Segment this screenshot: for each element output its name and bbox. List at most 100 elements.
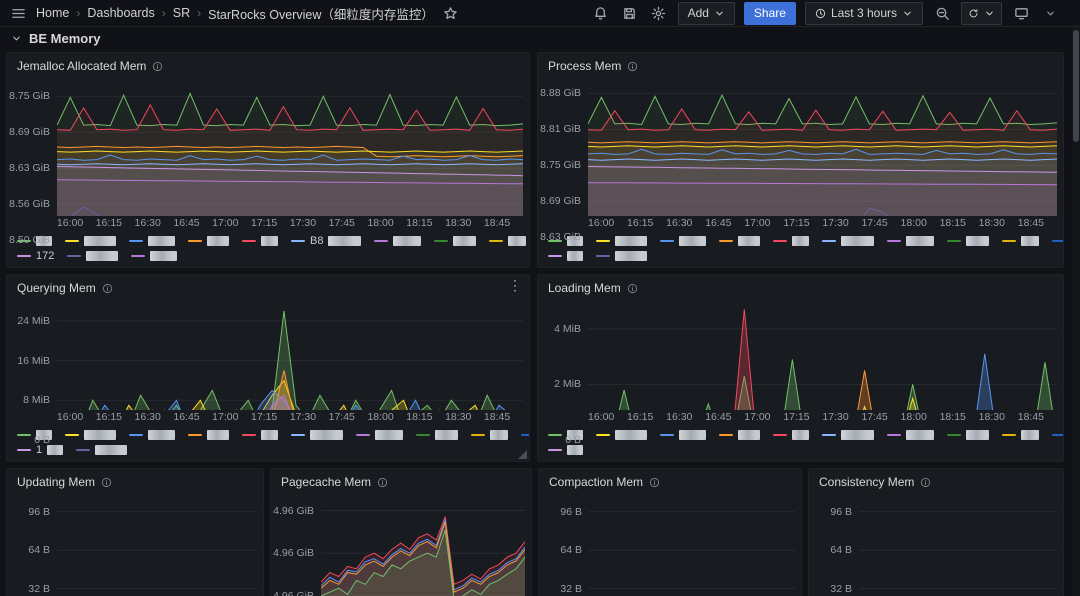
info-icon[interactable] xyxy=(377,477,388,488)
chart-plot[interactable] xyxy=(588,79,1057,216)
legend-item[interactable] xyxy=(17,235,52,246)
share-button[interactable]: Share xyxy=(743,1,796,25)
legend-item[interactable] xyxy=(773,235,809,246)
breadcrumb-dashboard-title[interactable]: StarRocks Overview（细粒度内存监控） xyxy=(208,7,434,22)
info-icon[interactable] xyxy=(152,61,163,72)
y-tick-label: 32 B xyxy=(830,582,852,595)
legend-item[interactable] xyxy=(947,235,989,246)
legend-item[interactable] xyxy=(596,250,647,261)
legend-item[interactable] xyxy=(242,235,278,246)
legend-item[interactable] xyxy=(719,235,760,246)
save-icon[interactable] xyxy=(620,3,640,23)
legend-item[interactable] xyxy=(242,429,278,440)
y-axis: 4 MiB 2 MiB 0 B xyxy=(538,301,588,446)
legend-item[interactable] xyxy=(822,235,874,246)
info-icon[interactable] xyxy=(101,477,112,488)
chart-plot[interactable] xyxy=(321,495,525,596)
refresh-button[interactable] xyxy=(961,1,1002,25)
info-icon[interactable] xyxy=(649,477,660,488)
row-be-memory[interactable]: BE Memory xyxy=(10,31,101,46)
legend-item[interactable] xyxy=(67,250,119,261)
chart-plot[interactable] xyxy=(588,301,1057,410)
legend-item[interactable] xyxy=(17,429,52,440)
legend-item[interactable] xyxy=(887,429,934,440)
info-icon[interactable] xyxy=(627,283,638,294)
legend-item[interactable] xyxy=(129,235,175,246)
panel-resize-handle[interactable] xyxy=(518,450,527,459)
legend-item[interactable] xyxy=(548,250,583,261)
zoom-out-icon[interactable] xyxy=(932,3,952,23)
legend-item[interactable] xyxy=(660,429,706,440)
legend-item[interactable] xyxy=(291,429,343,440)
breadcrumb-dashboards[interactable]: Dashboards xyxy=(87,6,155,20)
legend-item[interactable] xyxy=(65,235,116,246)
legend-item[interactable]: 1 xyxy=(17,444,64,456)
panel-title[interactable]: Jemalloc Allocated Mem xyxy=(17,59,147,73)
legend-item[interactable] xyxy=(548,429,583,440)
x-tick-label: 17:15 xyxy=(250,217,278,229)
legend-item[interactable] xyxy=(416,429,458,440)
legend-item[interactable] xyxy=(471,429,508,440)
tv-kiosk-icon[interactable] xyxy=(1011,3,1031,23)
breadcrumb-home[interactable]: Home xyxy=(36,6,70,20)
legend-label-redacted xyxy=(453,235,477,246)
panel-title[interactable]: Loading Mem xyxy=(548,281,621,295)
legend-item[interactable] xyxy=(188,235,229,246)
y-tick-label: 8.75 GiB xyxy=(540,159,581,172)
legend-item[interactable] xyxy=(548,444,583,455)
info-icon[interactable] xyxy=(627,61,638,72)
chart-plot[interactable] xyxy=(57,79,523,216)
legend-item[interactable] xyxy=(1002,235,1039,246)
legend-item[interactable] xyxy=(131,250,178,261)
star-icon[interactable] xyxy=(441,3,461,23)
legend-item[interactable] xyxy=(947,429,989,440)
legend-item[interactable] xyxy=(1052,430,1063,440)
legend-item[interactable] xyxy=(596,235,647,246)
scrollbar-thumb[interactable] xyxy=(1073,30,1079,142)
legend-item[interactable] xyxy=(548,235,583,246)
legend-item[interactable] xyxy=(76,444,128,455)
legend-item[interactable] xyxy=(822,429,874,440)
legend-item[interactable] xyxy=(773,429,809,440)
legend-item[interactable] xyxy=(1052,236,1063,246)
legend-item[interactable] xyxy=(1002,429,1039,440)
add-button[interactable]: Add xyxy=(677,1,735,25)
legend-item[interactable] xyxy=(374,235,422,246)
panel-title[interactable]: Consistency Mem xyxy=(819,475,915,489)
legend-item[interactable] xyxy=(887,235,934,246)
legend-item[interactable] xyxy=(521,430,529,440)
legend-item[interactable] xyxy=(719,429,760,440)
legend-item[interactable] xyxy=(129,429,175,440)
chart-plot[interactable] xyxy=(57,495,257,596)
legend-item[interactable] xyxy=(188,429,229,440)
legend-item[interactable] xyxy=(65,429,116,440)
legend-item[interactable] xyxy=(489,235,527,246)
panel-title[interactable]: Updating Mem xyxy=(17,475,96,489)
panel-title[interactable]: Compaction Mem xyxy=(549,475,644,489)
info-icon[interactable] xyxy=(920,477,931,488)
info-icon[interactable] xyxy=(102,283,113,294)
panel-title[interactable]: Querying Mem xyxy=(17,281,96,295)
legend-item[interactable] xyxy=(356,429,403,440)
legend-item[interactable]: 172 xyxy=(17,250,54,262)
legend-label-redacted xyxy=(207,235,229,246)
y-tick-label: 4 MiB xyxy=(554,322,581,335)
collapse-toolbar-icon[interactable] xyxy=(1040,3,1060,23)
bell-icon[interactable] xyxy=(591,3,611,23)
breadcrumb-folder[interactable]: SR xyxy=(172,6,191,20)
breadcrumb-separator: › xyxy=(197,6,202,20)
chart-plot[interactable] xyxy=(589,495,795,596)
legend-item[interactable] xyxy=(596,429,647,440)
legend-item[interactable]: B8 xyxy=(291,235,362,247)
chart-plot[interactable] xyxy=(57,301,523,410)
gear-icon[interactable] xyxy=(649,3,669,23)
chart-plot[interactable] xyxy=(859,495,1057,596)
time-range-picker[interactable]: Last 3 hours xyxy=(804,1,923,25)
hamburger-menu-icon[interactable] xyxy=(8,3,28,23)
panel-menu-icon[interactable]: ⋮ xyxy=(508,277,522,293)
panel-title[interactable]: Process Mem xyxy=(548,59,622,73)
panel-title[interactable]: Pagecache Mem xyxy=(281,475,372,489)
legend-item[interactable] xyxy=(434,235,477,246)
legend-item[interactable] xyxy=(660,235,706,246)
legend-series-marker xyxy=(719,239,733,242)
